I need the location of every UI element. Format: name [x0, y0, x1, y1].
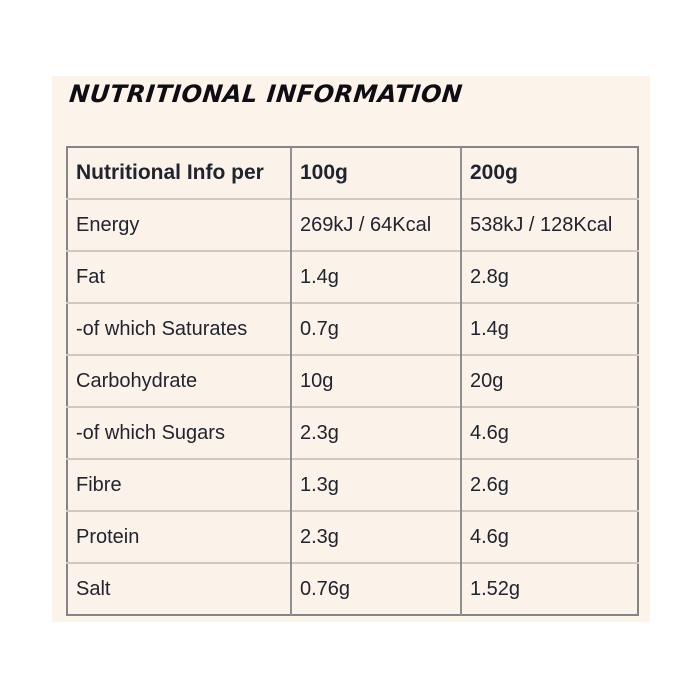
- value-200g: 4.6g: [460, 406, 638, 459]
- value-200g: 2.8g: [460, 250, 638, 303]
- row-label: Carbohydrate: [67, 354, 291, 407]
- row-label: -of which Sugars: [67, 406, 291, 459]
- value-200g: 1.52g: [460, 562, 638, 615]
- table-row-carbohydrate: Carbohydrate 10g 20g: [67, 354, 638, 407]
- nutrition-table: Nutritional Info per 100g 200g Energy 26…: [66, 146, 639, 616]
- header-200g: 200g: [460, 147, 638, 199]
- value-200g: 2.6g: [460, 458, 638, 511]
- table-row-fibre: Fibre 1.3g 2.6g: [67, 458, 638, 511]
- value-200g: 538kJ / 128Kcal: [460, 198, 638, 251]
- row-label: Fibre: [67, 458, 291, 511]
- row-label: -of which Saturates: [67, 302, 291, 355]
- page-title: NUTRITIONAL INFORMATION: [68, 80, 465, 108]
- row-label: Protein: [67, 510, 291, 563]
- table-row-energy: Energy 269kJ / 64Kcal 538kJ / 128Kcal: [67, 198, 638, 251]
- value-100g: 1.4g: [290, 250, 461, 303]
- value-200g: 20g: [460, 354, 638, 407]
- value-200g: 1.4g: [460, 302, 638, 355]
- value-100g: 2.3g: [290, 510, 461, 563]
- table-row-fat: Fat 1.4g 2.8g: [67, 250, 638, 303]
- table-header-row: Nutritional Info per 100g 200g: [67, 147, 638, 199]
- nutrition-panel: NUTRITIONAL INFORMATION Nutritional Info…: [52, 76, 650, 622]
- value-100g: 0.76g: [290, 562, 461, 615]
- table-row-protein: Protein 2.3g 4.6g: [67, 510, 638, 563]
- row-label: Energy: [67, 198, 291, 251]
- value-100g: 10g: [290, 354, 461, 407]
- value-100g: 0.7g: [290, 302, 461, 355]
- table-row-saturates: -of which Saturates 0.7g 1.4g: [67, 302, 638, 355]
- value-200g: 4.6g: [460, 510, 638, 563]
- value-100g: 269kJ / 64Kcal: [290, 198, 461, 251]
- value-100g: 2.3g: [290, 406, 461, 459]
- table-row-salt: Salt 0.76g 1.52g: [67, 562, 638, 615]
- table-row-sugars: -of which Sugars 2.3g 4.6g: [67, 406, 638, 459]
- row-label: Fat: [67, 250, 291, 303]
- value-100g: 1.3g: [290, 458, 461, 511]
- header-100g: 100g: [290, 147, 461, 199]
- header-nutritional-info-per: Nutritional Info per: [76, 161, 264, 184]
- row-label: Salt: [67, 562, 291, 615]
